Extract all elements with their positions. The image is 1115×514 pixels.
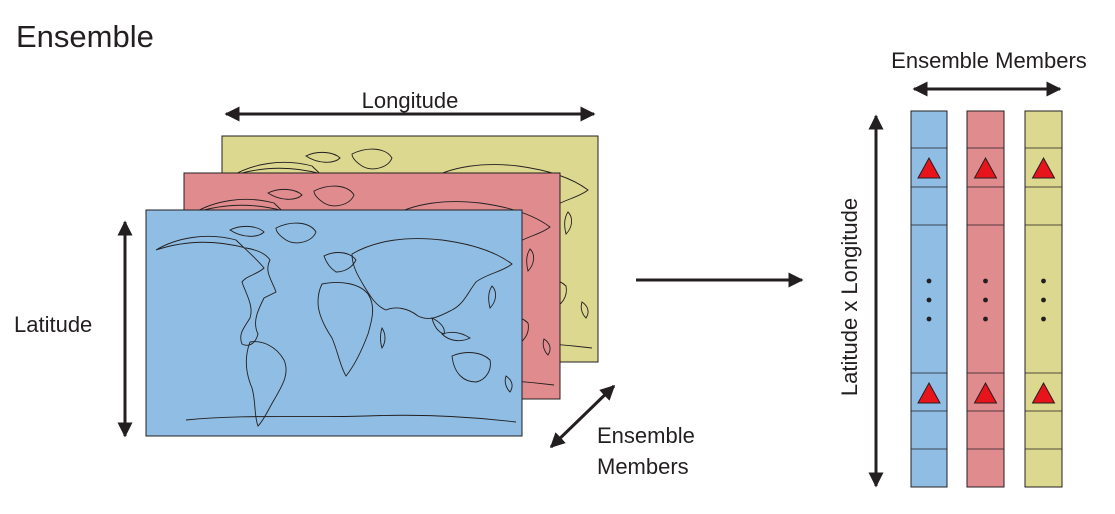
ensemble-member-map-blue (145, 209, 523, 437)
vertical-ellipsis-icon (1041, 278, 1046, 322)
latitude-label: Latitude (14, 312, 92, 337)
red-triangle-icon (973, 381, 998, 404)
longitude-label: Longitude (362, 88, 459, 113)
red-triangle-icon (917, 156, 941, 179)
red-triangle-icon (1031, 156, 1056, 179)
member-column-blue (910, 110, 948, 488)
ensemble-members-top-label: Ensemble Members (891, 48, 1087, 73)
lat-x-lon-label: Latitude x Longitude (837, 198, 862, 396)
member-column-red (966, 110, 1005, 488)
ensemble-members-label-line2: Members (597, 454, 689, 479)
vertical-ellipsis-icon (983, 278, 988, 322)
red-triangle-icon (973, 156, 998, 179)
red-triangle-icon (1031, 381, 1056, 404)
vertical-ellipsis-icon (926, 278, 932, 322)
red-triangle-icon (917, 381, 941, 404)
diagram-title: Ensemble (16, 19, 154, 54)
member-column-yellow (1024, 110, 1063, 488)
ensemble-members-label-line1: Ensemble (597, 423, 695, 448)
ensemble-members-diagonal-arrow (549, 384, 616, 449)
